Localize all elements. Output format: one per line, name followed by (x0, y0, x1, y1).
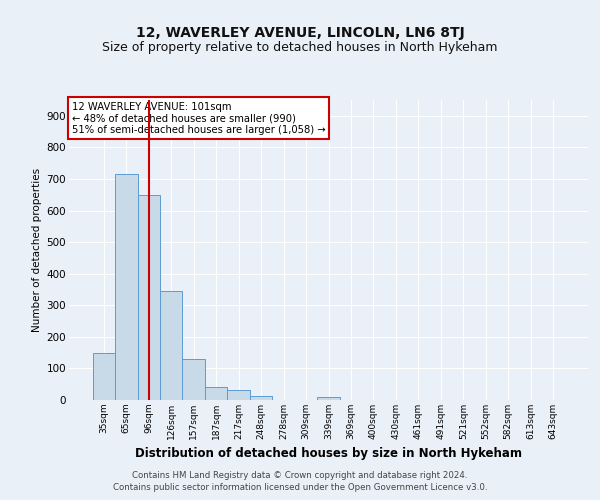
Text: Contains HM Land Registry data © Crown copyright and database right 2024.: Contains HM Land Registry data © Crown c… (132, 472, 468, 480)
Bar (205, 386, 227, 400)
Bar (92, 352, 115, 400)
Text: 12, WAVERLEY AVENUE, LINCOLN, LN6 8TJ: 12, WAVERLEY AVENUE, LINCOLN, LN6 8TJ (136, 26, 464, 40)
Bar (250, 396, 272, 400)
Bar (137, 194, 160, 400)
Text: Size of property relative to detached houses in North Hykeham: Size of property relative to detached ho… (102, 41, 498, 54)
Text: 12 WAVERLEY AVENUE: 101sqm
← 48% of detached houses are smaller (990)
51% of sem: 12 WAVERLEY AVENUE: 101sqm ← 48% of deta… (71, 102, 325, 134)
Bar (115, 174, 137, 400)
Y-axis label: Number of detached properties: Number of detached properties (32, 168, 43, 332)
Bar (182, 359, 205, 400)
Bar (317, 397, 340, 400)
Text: Contains public sector information licensed under the Open Government Licence v3: Contains public sector information licen… (113, 484, 487, 492)
X-axis label: Distribution of detached houses by size in North Hykeham: Distribution of detached houses by size … (135, 448, 522, 460)
Bar (227, 390, 250, 400)
Bar (160, 291, 182, 400)
